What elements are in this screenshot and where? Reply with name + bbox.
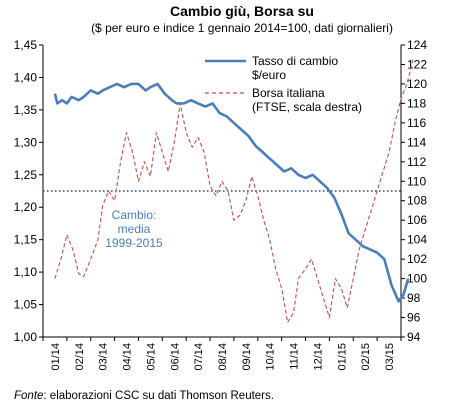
x-tick-label: 03/15 bbox=[384, 343, 396, 371]
right-y-tick-label: 106 bbox=[407, 213, 427, 227]
right-y-tick-label: 124 bbox=[407, 38, 427, 52]
chart-title: Cambio giù, Borsa su bbox=[170, 3, 314, 19]
annotation-line-2: media bbox=[118, 222, 151, 236]
right-y-tick-label: 118 bbox=[407, 96, 426, 110]
right-y-ticks: 94 96 98 100 102 104 106 108 110 112 114 116 118 120 1… bbox=[401, 38, 427, 344]
right-y-tick-label: 98 bbox=[407, 291, 421, 305]
x-tick-label: 03/14 bbox=[98, 343, 110, 371]
right-y-tick-label: 94 bbox=[407, 330, 421, 344]
x-tick-label: 10/14 bbox=[265, 343, 277, 371]
source-label: Fonte bbox=[14, 390, 44, 402]
x-tick-label: 08/14 bbox=[217, 343, 229, 371]
right-y-tick-label: 120 bbox=[407, 77, 427, 91]
x-tick-label: 12/14 bbox=[312, 343, 324, 371]
right-y-tick-label: 110 bbox=[407, 174, 426, 188]
source-note: Fonte: elaborazioni CSC su dati Thomson … bbox=[14, 390, 274, 402]
series-layer bbox=[53, 59, 414, 323]
x-tick-label: 01/15 bbox=[336, 343, 348, 371]
legend-label-exchange-rate-1: Tasso di cambio bbox=[252, 54, 338, 68]
left-y-tick-label: 1,15 bbox=[14, 233, 38, 247]
right-y-tick-label: 102 bbox=[407, 252, 427, 266]
left-y-tick-label: 1,45 bbox=[14, 38, 38, 52]
right-y-tick-label: 96 bbox=[407, 311, 421, 325]
right-y-tick-label: 122 bbox=[407, 57, 427, 71]
left-y-tick-label: 1,05 bbox=[14, 298, 38, 312]
left-y-tick-label: 1,10 bbox=[14, 265, 38, 279]
left-y-tick-label: 1,35 bbox=[14, 103, 38, 117]
right-y-tick-label: 116 bbox=[407, 116, 426, 130]
x-tick-label: 07/14 bbox=[193, 343, 205, 371]
legend-label-stock-index-2: (FTSE, scala destra) bbox=[252, 100, 362, 114]
x-tick-label: 04/14 bbox=[122, 343, 134, 371]
annotation-line-3: 1999-2015 bbox=[105, 236, 163, 250]
source-text: : elaborazioni CSC su dati Thomson Reute… bbox=[43, 390, 274, 402]
right-y-tick-label: 108 bbox=[407, 194, 427, 208]
legend-label-exchange-rate-2: $/euro bbox=[252, 68, 286, 82]
left-y-tick-label: 1,40 bbox=[14, 70, 38, 84]
x-tick-label: 01/14 bbox=[50, 343, 62, 371]
series-line-exchange-rate bbox=[53, 82, 410, 303]
right-y-tick-label: 114 bbox=[407, 135, 426, 149]
mean-annotation: Cambio: media 1999-2015 bbox=[105, 208, 163, 250]
chart-subtitle: ($ per euro e indice 1 gennaio 2014=100,… bbox=[91, 21, 393, 35]
x-tick-label: 02/15 bbox=[360, 343, 372, 371]
x-tick-label: 11/14 bbox=[289, 343, 301, 370]
x-tick-label: 09/14 bbox=[241, 343, 253, 371]
right-y-tick-label: 112 bbox=[407, 155, 426, 169]
legend-label-stock-index-1: Borsa italiana bbox=[252, 86, 325, 100]
series-line-stock-index bbox=[54, 59, 414, 323]
x-tick-label: 05/14 bbox=[145, 343, 157, 371]
left-y-tick-label: 1,30 bbox=[14, 135, 38, 149]
left-y-tick-label: 1,20 bbox=[14, 200, 38, 214]
x-tick-label: 06/14 bbox=[169, 343, 181, 371]
right-y-tick-label: 100 bbox=[407, 272, 427, 286]
legend: Tasso di cambio $/euro Borsa italiana (F… bbox=[205, 54, 362, 114]
x-ticks: 01/14 02/14 03/14 04/14 05/14 06/14 07/14 08/14… bbox=[42, 337, 402, 371]
annotation-line-1: Cambio: bbox=[112, 208, 157, 222]
left-y-ticks: 1,00 1,05 1,10 1,15 1,20 1,25 1,30 1,35 1,40 1,45 bbox=[14, 38, 43, 344]
left-y-tick-label: 1,00 bbox=[14, 330, 38, 344]
right-y-tick-label: 104 bbox=[407, 233, 427, 247]
x-tick-label: 02/14 bbox=[74, 343, 86, 371]
left-y-tick-label: 1,25 bbox=[14, 168, 38, 182]
